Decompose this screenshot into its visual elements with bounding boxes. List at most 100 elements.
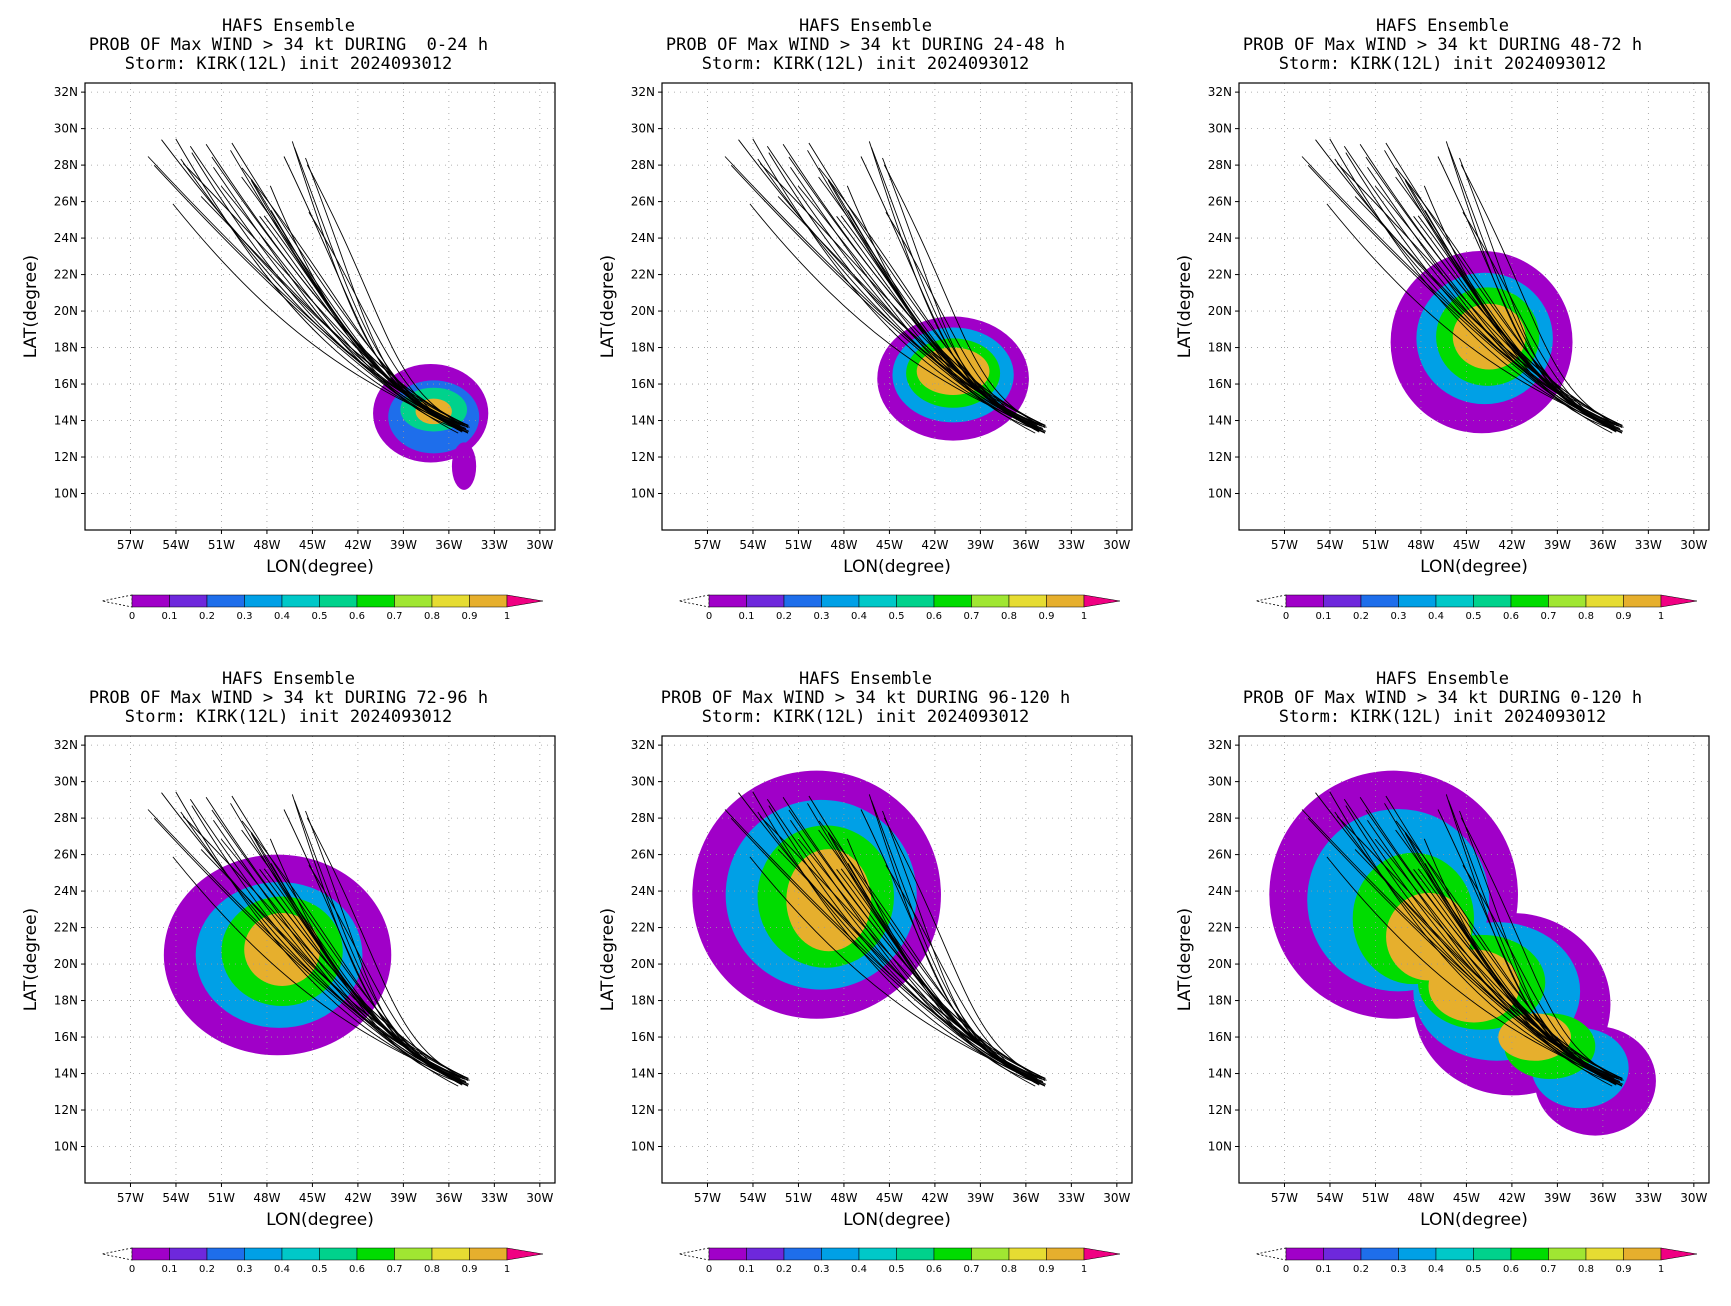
x-tick-label: 36W bbox=[435, 538, 462, 552]
colorbar-tick-label: 0.2 bbox=[1353, 1264, 1369, 1275]
x-tick-label: 45W bbox=[299, 1191, 326, 1205]
colorbar-tick-label: 0.8 bbox=[1578, 1264, 1594, 1275]
colorbar-segment bbox=[1585, 1247, 1624, 1261]
track-line bbox=[291, 794, 462, 1083]
colorbar-tick-label: 0.7 bbox=[1541, 611, 1557, 622]
x-tick-label: 36W bbox=[1589, 1191, 1616, 1205]
colorbar-tick-label: 0.3 bbox=[1391, 1264, 1407, 1275]
colorbar-segment bbox=[1473, 594, 1512, 608]
colorbar-tick-label: 1 bbox=[1658, 611, 1664, 622]
colorbar-segment bbox=[1548, 594, 1587, 608]
y-axis-label: LAT(degree) bbox=[1175, 908, 1195, 1011]
y-tick-label: 12N bbox=[631, 1103, 655, 1117]
colorbar-tick-label: 0.5 bbox=[312, 611, 328, 622]
y-tick-label: 16N bbox=[1208, 1030, 1232, 1044]
colorbar-underflow bbox=[678, 594, 710, 608]
y-tick-label: 32N bbox=[54, 738, 78, 752]
y-tick-label: 22N bbox=[54, 268, 78, 282]
colorbar-tick-label: 0.3 bbox=[237, 611, 253, 622]
track-line bbox=[885, 865, 1046, 1087]
y-tick-label: 26N bbox=[1208, 195, 1232, 209]
colorbar-tick-label: 0.8 bbox=[424, 611, 440, 622]
colorbar-segment bbox=[431, 1247, 470, 1261]
map-plot: 10N 12N 14N 16N 18N 20N 22N 24N 26N 28N 30N 32N 57W 5… bbox=[1175, 82, 1710, 622]
colorbar-segment bbox=[708, 1247, 747, 1261]
colorbar-segment bbox=[244, 1247, 283, 1261]
track-line bbox=[1460, 817, 1623, 1082]
track-line bbox=[200, 196, 469, 426]
colorbar-tick-label: 0.4 bbox=[851, 611, 867, 622]
colorbar-tick-label: 1 bbox=[504, 611, 510, 622]
colorbar-tick-label: 0.5 bbox=[889, 1264, 905, 1275]
plot-frame bbox=[661, 82, 1133, 531]
y-tick-label: 24N bbox=[54, 884, 78, 898]
colorbar-tick-label: 0.9 bbox=[1616, 611, 1632, 622]
y-tick-label: 12N bbox=[631, 450, 655, 464]
colorbar-tick-label: 0.4 bbox=[274, 611, 290, 622]
y-tick-label: 28N bbox=[631, 811, 655, 825]
storm-info: Storm: KIRK(12L) init 2024093012 bbox=[1278, 54, 1607, 74]
x-tick-label: 33W bbox=[1635, 1191, 1662, 1205]
x-tick-label: 48W bbox=[1407, 1191, 1434, 1205]
chart-subtitle: PROB OF Max WIND > 34 kt DURING 72-96 h bbox=[88, 688, 489, 708]
y-tick-label: 14N bbox=[1208, 1067, 1232, 1081]
colorbar-tick-label: 0.3 bbox=[237, 1264, 253, 1275]
y-tick-label: 28N bbox=[1208, 811, 1232, 825]
track-line bbox=[263, 215, 460, 430]
colorbar-tick-label: 0 bbox=[706, 611, 712, 622]
colorbar-segment bbox=[319, 1247, 358, 1261]
colorbar-segment bbox=[244, 594, 283, 608]
colorbar-segment bbox=[1285, 594, 1324, 608]
map-plot: 10N 12N 14N 16N 18N 20N 22N 24N 26N 28N 30N 32N 57W 5… bbox=[21, 82, 556, 622]
colorbar: 0 0.1 0.2 0.3 0.4 0.5 0.6 0.7 0.8 0.9 1 bbox=[1255, 594, 1698, 622]
y-tick-label: 14N bbox=[1208, 414, 1232, 428]
colorbar-segment bbox=[971, 1247, 1010, 1261]
storm-info: Storm: KIRK(12L) init 2024093012 bbox=[701, 54, 1030, 74]
track-line bbox=[883, 817, 1046, 1082]
y-tick-label: 24N bbox=[631, 231, 655, 245]
x-tick-label: 42W bbox=[344, 1191, 371, 1205]
chart-panel: HAFS Ensemble PROB OF Max WIND > 34 kt DU… bbox=[577, 653, 1154, 1306]
x-tick-label: 54W bbox=[1316, 538, 1343, 552]
ensemble-tracks bbox=[147, 791, 470, 1087]
colorbar-segment bbox=[469, 1247, 508, 1261]
y-tick-label: 18N bbox=[1208, 994, 1232, 1008]
track-line bbox=[1354, 196, 1623, 426]
plot-frame bbox=[1238, 82, 1710, 531]
track-line bbox=[885, 212, 1046, 434]
colorbar-tick-label: 0.6 bbox=[349, 611, 365, 622]
x-tick-label: 48W bbox=[253, 1191, 280, 1205]
colorbar-segment bbox=[356, 594, 395, 608]
x-tick-label: 45W bbox=[299, 538, 326, 552]
chart-panel: HAFS Ensemble PROB OF Max WIND > 34 kt DU… bbox=[0, 653, 577, 1306]
track-line bbox=[827, 833, 1037, 1080]
chart-subtitle: PROB OF Max WIND > 34 kt DURING 24-48 h bbox=[665, 35, 1066, 55]
grid bbox=[662, 83, 1132, 530]
x-tick-label: 42W bbox=[1498, 1191, 1525, 1205]
colorbar-tick-label: 0.2 bbox=[776, 611, 792, 622]
colorbar-tick-label: 0.2 bbox=[199, 611, 215, 622]
x-tick-label: 39W bbox=[967, 1191, 994, 1205]
colorbar-tick-label: 0.9 bbox=[462, 1264, 478, 1275]
y-axis-label: LAT(degree) bbox=[598, 255, 618, 358]
colorbar-segment bbox=[1510, 594, 1549, 608]
x-tick-label: 57W bbox=[694, 538, 721, 552]
y-tick-label: 24N bbox=[54, 231, 78, 245]
storm-info: Storm: KIRK(12L) init 2024093012 bbox=[1278, 707, 1607, 727]
colorbar-tick-label: 0.7 bbox=[964, 611, 980, 622]
colorbar-tick-label: 0.7 bbox=[964, 1264, 980, 1275]
y-tick-label: 22N bbox=[1208, 921, 1232, 935]
colorbar-tick-label: 0.3 bbox=[814, 1264, 830, 1275]
colorbar-segment bbox=[1323, 1247, 1362, 1261]
colorbar-segment bbox=[356, 1247, 395, 1261]
track-line bbox=[250, 180, 460, 427]
colorbar-segment bbox=[933, 1247, 972, 1261]
colorbar-segment bbox=[1398, 1247, 1437, 1261]
y-tick-label: 32N bbox=[631, 738, 655, 752]
colorbar-segment bbox=[858, 594, 897, 608]
x-tick-label: 48W bbox=[253, 538, 280, 552]
y-tick-label: 24N bbox=[631, 884, 655, 898]
colorbar-segment bbox=[746, 1247, 785, 1261]
grid bbox=[1239, 736, 1709, 1183]
colorbar-tick-label: 0.2 bbox=[776, 1264, 792, 1275]
